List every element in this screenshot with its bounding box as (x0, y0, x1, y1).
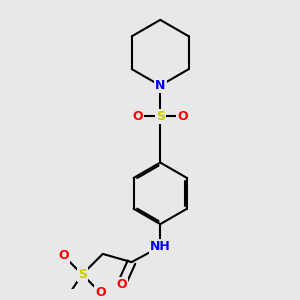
Text: N: N (155, 79, 166, 92)
Text: O: O (116, 278, 127, 291)
Text: S: S (78, 268, 87, 281)
Text: O: O (132, 110, 143, 123)
Text: NH: NH (150, 240, 171, 253)
Text: O: O (95, 286, 106, 299)
Text: O: O (58, 250, 69, 262)
Text: O: O (178, 110, 188, 123)
Text: S: S (156, 110, 165, 123)
